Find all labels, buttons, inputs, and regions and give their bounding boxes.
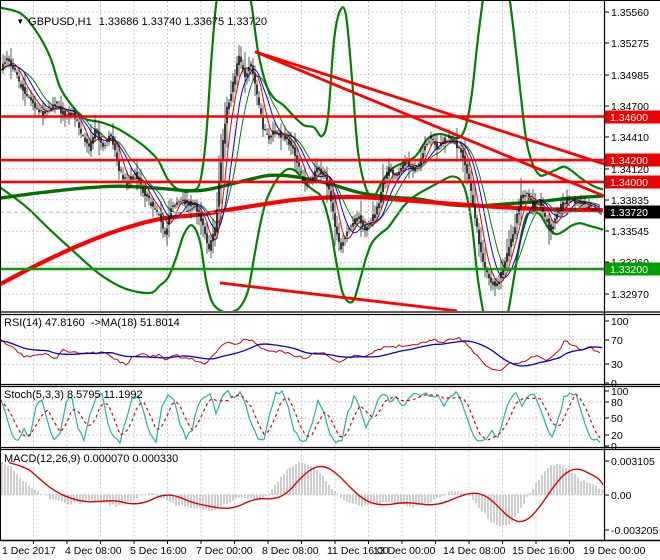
time-tick-label: 8 Dec 08:00: [262, 545, 319, 557]
resistance-price-badge-bg: [605, 175, 660, 189]
main-price-panel: [0, 1, 604, 311]
price-tick-label: 1.34410: [611, 132, 649, 144]
rsi-indicator-label: RSI(14) 47.8160 ->MA(18) 51.8014: [4, 317, 180, 329]
time-tick-label: 13 Dec 00:00: [373, 545, 436, 557]
rsi-panel: [0, 336, 603, 371]
stoch-tick-label: 80: [611, 397, 623, 409]
macd-signal-line: [8, 461, 604, 523]
current-price-badge: 1.33720: [610, 207, 648, 219]
price-tick-label: 1.35560: [611, 7, 649, 19]
stoch-tick-label: 100: [611, 386, 629, 398]
resistance-price-badge: 1.34000: [610, 177, 648, 189]
rsi-tick-label: 0: [611, 378, 617, 390]
time-tick-label: 15 Dec 16:00: [512, 545, 575, 557]
stoch-tick-label: 20: [611, 430, 623, 442]
macd-panel: [1, 461, 604, 527]
rsi-ma-line: [0, 340, 603, 367]
support-price-badge-bg: [605, 262, 660, 276]
time-tick-label: 14 Dec 08:00: [443, 545, 506, 557]
time-tick-label: 19 Dec 00:00: [583, 545, 646, 557]
price-tick-label: 1.33545: [611, 226, 649, 238]
price-tick-label: 1.34985: [611, 70, 649, 82]
macd-tick-label: -0.003205: [611, 525, 658, 537]
resistance-price-badge-bg: [605, 153, 660, 167]
time-tick-label: 11 Dec 16:00: [327, 545, 389, 557]
price-tick-label: 1.34120: [611, 164, 649, 176]
price-tick-label: 1.34700: [611, 101, 649, 113]
macd-histogram: [1, 461, 603, 527]
trend-line: [254, 50, 604, 166]
price-tick-label: 1.35275: [611, 38, 649, 50]
price-axis[interactable]: 1.35560 1.35275 1.34985 1.34700 1.34410 1.341…: [604, 7, 660, 537]
trend-line: [219, 281, 458, 311]
ma-thin-green: [0, 64, 601, 272]
panel-borders: [0, 0, 660, 542]
ma-thick-red: [0, 194, 604, 287]
chart-title: ▼ GBPUSD,H1 1.33686 1.33740 1.33675 1.3372…: [4, 3, 267, 42]
resistance-price-badge: 1.34600: [610, 112, 648, 124]
stoch-k-line: [0, 389, 601, 445]
rsi-tick-label: 70: [611, 335, 623, 347]
macd-tick-label: 0.00: [611, 490, 632, 502]
stochastic-panel: [0, 389, 601, 445]
trend-line: [254, 50, 604, 198]
price-tick-label: 1.32970: [611, 289, 649, 301]
time-axis[interactable]: 1 Dec 2017 4 Dec 08:00 5 Dec 16:00 7 Dec 00…: [2, 541, 646, 557]
symbol-label: GBPUSD,H1: [28, 16, 92, 28]
macd-indicator-label: MACD(12,26,9) 0.000070 0.000330: [4, 453, 179, 465]
ohlc-values: 1.33686 1.33740 1.33675 1.33720: [98, 16, 267, 28]
rsi-tick-label: 30: [611, 359, 623, 371]
stoch-tick-label: 50: [611, 413, 623, 425]
ma-thin-red: [0, 63, 601, 283]
candle-bodies: [2, 55, 602, 287]
rsi-tick-label: 100: [611, 316, 629, 328]
time-tick-label: 1 Dec 2017: [2, 545, 56, 557]
resistance-price-badge: 1.34200: [610, 155, 648, 167]
price-tick-label: 1.33835: [611, 195, 649, 207]
macd-tick-label: 0.003105: [611, 456, 655, 468]
time-tick-label: 5 Dec 16:00: [130, 545, 187, 557]
rsi-line: [0, 336, 601, 371]
ma-thick-green: [0, 173, 604, 208]
stoch-indicator-label: Stoch(5,3,3) 8.5795 11.1992: [4, 389, 143, 401]
support-price-badge: 1.33200: [610, 264, 648, 276]
current-price-badge-bg: [605, 205, 660, 219]
time-tick-label: 4 Dec 08:00: [65, 545, 122, 557]
time-tick-label: 7 Dec 00:00: [196, 545, 253, 557]
resistance-price-badge-bg: [605, 110, 660, 124]
stoch-tick-label: 0: [611, 441, 617, 453]
symbol-dropdown-icon[interactable]: ▼: [16, 17, 25, 26]
stoch-d-line: [0, 393, 601, 441]
